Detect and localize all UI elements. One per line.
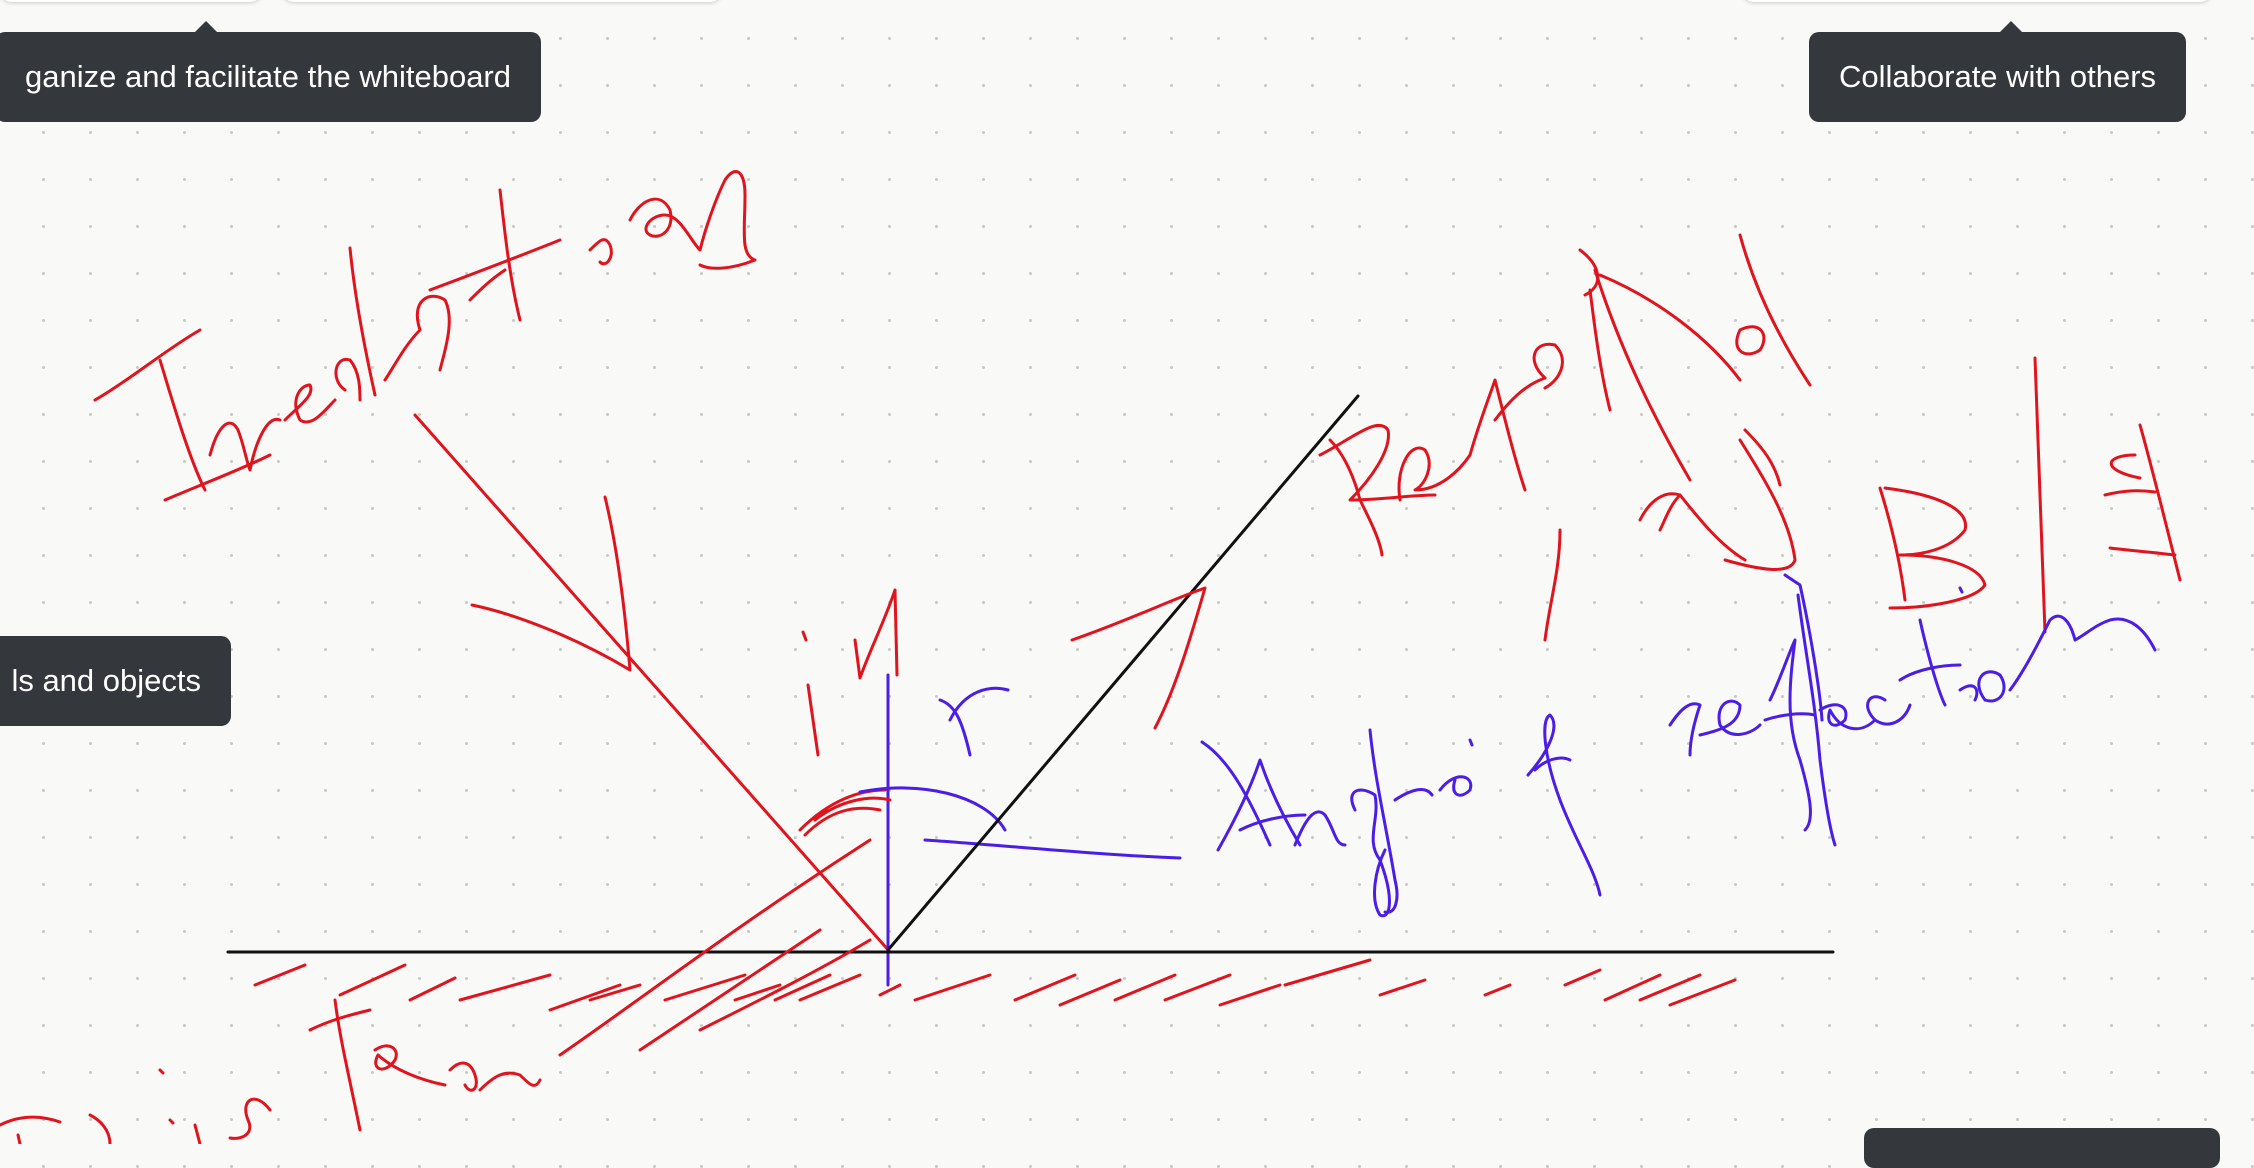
tooltip-tools: ls and objects: [0, 636, 231, 726]
angle-of-reflection-handwriting[interactable]: [1200, 573, 2157, 918]
angle-arc-blue[interactable]: [858, 786, 1182, 860]
tooltip-collaborate: Collaborate with others: [1809, 21, 2187, 122]
reflected-ray-arrow[interactable]: [1070, 586, 1207, 730]
angle-arc-red[interactable]: [798, 788, 892, 837]
toolbar-fragment-right[interactable]: [1742, 0, 2212, 2]
angle-r-label[interactable]: [938, 686, 1010, 757]
incident-ray-arrow[interactable]: [470, 495, 632, 672]
tooltip-organize: ganize and facilitate the whiteboard: [0, 21, 541, 122]
incident-ray-handwriting[interactable]: [93, 170, 757, 502]
bottom-right-panel-fragment[interactable]: [1864, 1128, 2220, 1168]
reflected-ray-handwriting[interactable]: [1318, 233, 1812, 642]
surface-handwriting[interactable]: [0, 838, 872, 1144]
angle-i-label[interactable]: [801, 588, 899, 757]
reflected-ray-line[interactable]: [886, 394, 1360, 952]
ink-layer[interactable]: [0, 0, 2254, 1144]
incident-ray-line[interactable]: [413, 413, 892, 954]
toolbar-fragment-left[interactable]: [0, 0, 262, 2]
toolbar-fragment-center[interactable]: [282, 0, 722, 2]
mirror-hatching[interactable]: [253, 958, 1737, 1012]
bie-handwriting[interactable]: [1878, 356, 2182, 634]
